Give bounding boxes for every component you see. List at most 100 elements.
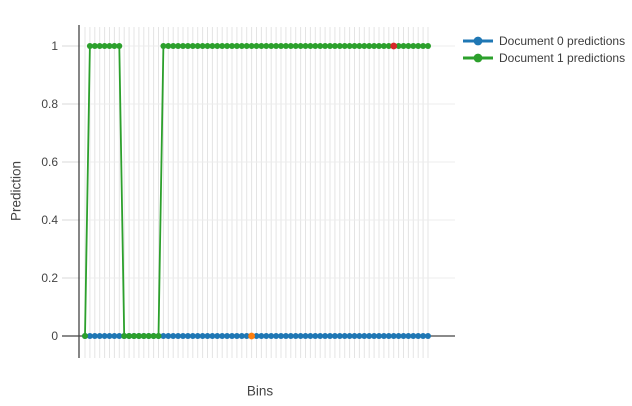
data-point[interactable] [425,43,431,49]
data-point[interactable] [214,43,221,49]
data-point[interactable] [307,333,314,339]
data-point[interactable] [101,43,108,49]
data-point[interactable] [204,43,211,49]
data-point[interactable] [194,43,201,49]
data-point[interactable] [180,43,186,49]
data-point[interactable] [312,43,319,49]
data-point[interactable] [405,43,412,49]
data-point[interactable] [243,43,250,49]
data-point[interactable] [278,43,284,49]
data-point[interactable] [263,333,270,339]
data-point[interactable] [356,43,363,49]
data-point[interactable] [292,43,299,49]
data-point[interactable] [111,333,118,339]
data-point[interactable] [346,43,353,49]
data-point[interactable] [263,43,270,49]
data-point[interactable] [160,43,167,49]
data-point[interactable] [420,333,427,339]
data-point[interactable] [214,333,221,339]
data-point[interactable] [327,43,333,49]
data-point[interactable] [336,43,343,49]
data-point[interactable] [209,333,216,339]
data-point[interactable] [131,333,137,339]
data-point[interactable] [243,333,250,339]
data-point[interactable] [199,333,206,339]
data-point[interactable] [312,333,319,339]
data-point[interactable] [91,43,98,49]
data-point[interactable] [140,333,147,339]
data-point[interactable] [268,333,275,339]
data-point[interactable] [297,333,304,339]
data-point[interactable] [238,333,245,339]
data-point[interactable] [327,333,333,339]
data-point[interactable] [341,333,348,339]
data-point[interactable] [91,333,98,339]
data-point[interactable] [410,43,417,49]
data-point[interactable] [273,43,280,49]
data-point[interactable] [165,43,172,49]
data-point[interactable] [376,43,382,49]
data-point[interactable] [346,333,353,339]
data-point[interactable] [253,43,260,49]
highlight-point[interactable] [390,42,398,50]
data-point[interactable] [189,333,196,339]
data-point[interactable] [184,43,191,49]
data-point[interactable] [356,333,363,339]
data-point[interactable] [390,333,397,339]
data-point[interactable] [229,333,235,339]
data-point[interactable] [317,333,324,339]
data-point[interactable] [180,333,186,339]
data-point[interactable] [273,333,280,339]
data-point[interactable] [322,43,329,49]
legend-item[interactable]: Document 1 predictions [462,50,625,66]
data-point[interactable] [282,333,289,339]
data-point[interactable] [189,43,196,49]
data-point[interactable] [317,43,324,49]
data-point[interactable] [425,333,431,339]
data-point[interactable] [400,43,407,49]
data-point[interactable] [106,333,113,339]
data-point[interactable] [361,43,368,49]
data-point[interactable] [86,43,93,49]
data-point[interactable] [380,333,387,339]
data-point[interactable] [380,43,387,49]
data-point[interactable] [248,43,255,49]
data-point[interactable] [253,333,260,339]
data-point[interactable] [385,43,392,49]
data-point[interactable] [376,333,382,339]
data-point[interactable] [420,43,427,49]
data-point[interactable] [322,333,329,339]
data-point[interactable] [292,333,299,339]
data-point[interactable] [209,43,216,49]
data-point[interactable] [155,333,162,339]
data-point[interactable] [86,333,93,339]
data-point[interactable] [111,43,118,49]
data-point[interactable] [385,333,392,339]
data-point[interactable] [96,43,103,49]
data-point[interactable] [395,43,402,49]
data-point[interactable] [116,43,123,49]
data-point[interactable] [233,333,240,339]
data-point[interactable] [116,333,123,339]
data-point[interactable] [258,43,265,49]
data-point[interactable] [165,333,172,339]
data-point[interactable] [366,43,373,49]
data-point[interactable] [101,333,108,339]
data-point[interactable] [229,43,235,49]
highlight-point[interactable] [248,332,256,340]
data-point[interactable] [219,43,226,49]
data-point[interactable] [415,333,422,339]
data-point[interactable] [351,43,358,49]
data-point[interactable] [194,333,201,339]
data-point[interactable] [302,333,309,339]
data-point[interactable] [106,43,113,49]
data-point[interactable] [82,333,88,339]
data-point[interactable] [400,333,407,339]
data-point[interactable] [415,43,422,49]
data-point[interactable] [371,333,378,339]
data-point[interactable] [175,43,182,49]
data-point[interactable] [351,333,358,339]
data-point[interactable] [268,43,275,49]
data-point[interactable] [371,43,378,49]
